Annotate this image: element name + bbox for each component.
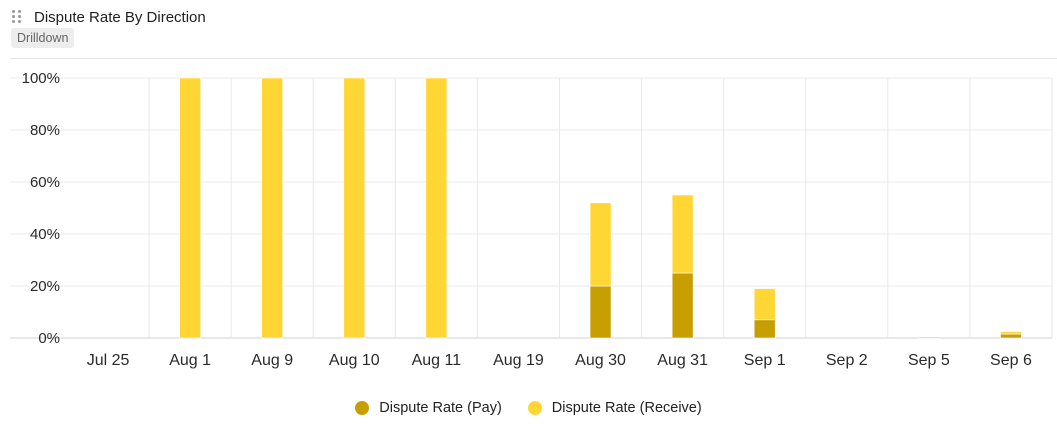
- legend-item[interactable]: Dispute Rate (Receive): [527, 400, 702, 416]
- bar-segment[interactable]: [589, 285, 612, 339]
- legend-label: Dispute Rate (Receive): [551, 400, 702, 416]
- y-tick-label: 0%: [38, 330, 60, 347]
- x-tick-label: Sep 5: [908, 352, 950, 369]
- x-tick-label: Jul 25: [87, 352, 130, 369]
- x-tick-label: Aug 19: [493, 352, 544, 369]
- bar-segment[interactable]: [343, 77, 366, 339]
- bar-segment[interactable]: [753, 319, 776, 339]
- x-tick-label: Aug 11: [412, 352, 462, 369]
- bar-segment[interactable]: [671, 272, 694, 339]
- x-tick-label: Aug 1: [169, 352, 211, 369]
- bar-segment[interactable]: [261, 77, 284, 339]
- bar-segment[interactable]: [425, 77, 448, 339]
- bar-segment[interactable]: [179, 77, 201, 339]
- bar-segment[interactable]: [1000, 333, 1022, 339]
- y-tick-label: 100%: [22, 70, 60, 87]
- bar-segment[interactable]: [1000, 331, 1022, 335]
- y-tick-label: 20%: [30, 278, 60, 295]
- legend-label: Dispute Rate (Pay): [379, 400, 502, 416]
- panel-title: Dispute Rate By Direction: [34, 8, 206, 26]
- header-divider: [10, 58, 1057, 59]
- x-tick-label: Sep 6: [990, 352, 1032, 369]
- drilldown-button[interactable]: Drilldown: [11, 28, 75, 48]
- x-tick-label: Sep 2: [826, 352, 868, 369]
- legend-item[interactable]: Dispute Rate (Pay): [355, 400, 502, 416]
- bar-segment[interactable]: [753, 288, 776, 321]
- legend-swatch-icon: [355, 401, 370, 415]
- x-tick-label: Aug 31: [657, 352, 708, 369]
- bar-segment[interactable]: [671, 194, 694, 274]
- drag-handle-icon[interactable]: [12, 10, 24, 24]
- chart-legend: Dispute Rate (Pay) Dispute Rate (Receive): [0, 400, 1057, 416]
- panel-header: Dispute Rate By Direction: [10, 6, 206, 28]
- bar-segment[interactable]: [589, 202, 612, 287]
- x-tick-label: Aug 9: [251, 352, 293, 369]
- y-tick-label: 80%: [30, 122, 60, 139]
- x-tick-label: Aug 30: [575, 352, 626, 369]
- y-tick-label: 60%: [30, 174, 60, 191]
- x-tick-label: Sep 1: [744, 352, 786, 369]
- y-tick-label: 40%: [30, 226, 60, 243]
- bar-segment[interactable]: [918, 336, 940, 339]
- x-tick-label: Aug 10: [329, 352, 380, 369]
- legend-swatch-icon: [527, 401, 542, 415]
